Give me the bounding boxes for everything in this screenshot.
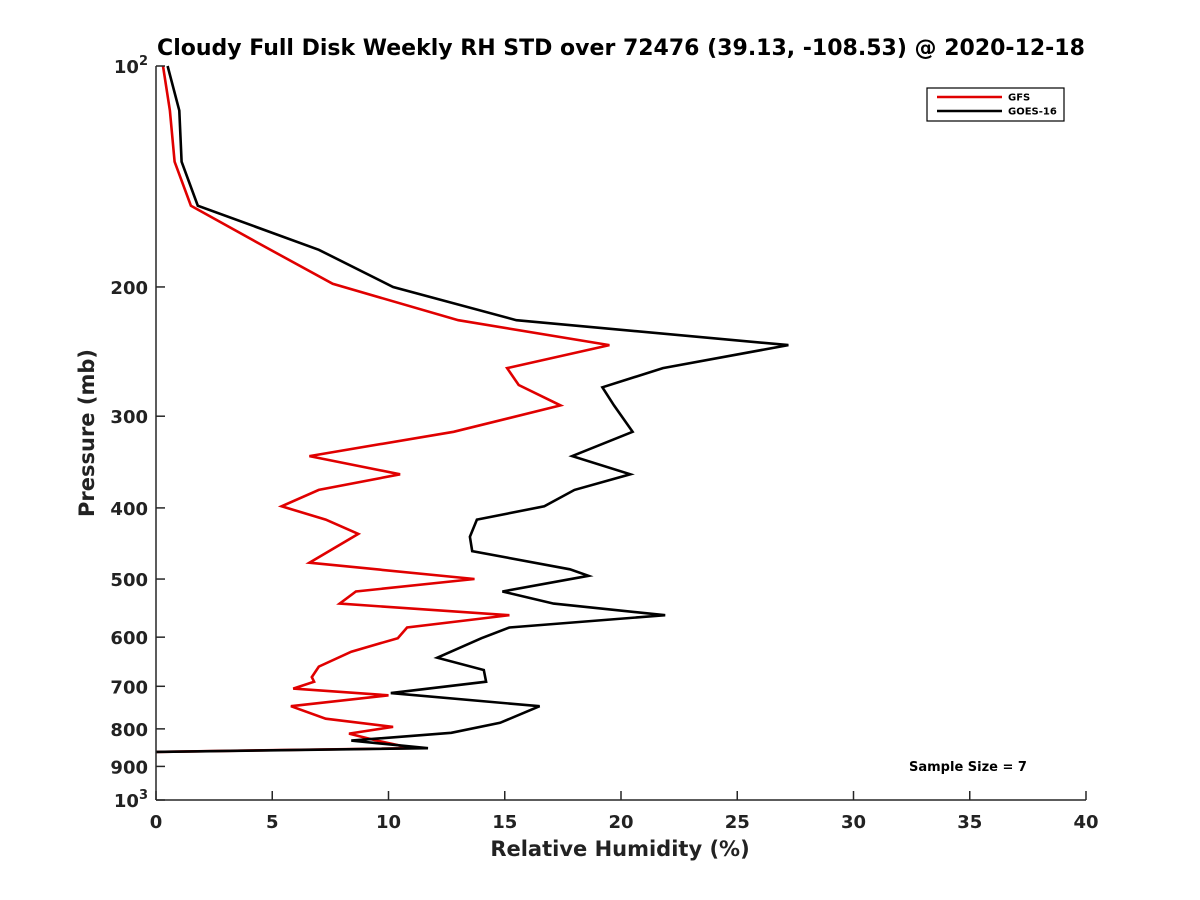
- y-tick-label: 200: [110, 278, 148, 299]
- series-layer: [155, 65, 789, 754]
- y-tick-label: 103: [114, 788, 148, 812]
- y-tick-label: 900: [110, 757, 148, 778]
- x-tick-label: 10: [376, 812, 401, 833]
- y-tick-label: 800: [110, 720, 148, 741]
- x-tick-label: 0: [150, 812, 163, 833]
- x-tick-label: 30: [841, 812, 866, 833]
- x-axis-label: Relative Humidity (%): [490, 837, 749, 861]
- x-tick-label: 15: [492, 812, 517, 833]
- y-tick-label: 300: [110, 407, 148, 428]
- x-tick-label: 20: [608, 812, 633, 833]
- x-tick-label: 40: [1073, 812, 1098, 833]
- x-tick-label: 35: [957, 812, 982, 833]
- axes: 0 5 10 15 20 25 30 35 40 102 200 300 400 500 600 700 800…: [110, 54, 1098, 833]
- sample-size-annotation: Sample Size = 7: [909, 760, 1027, 775]
- y-tick-label: 500: [110, 570, 148, 591]
- series-line-goes-16: [155, 65, 789, 754]
- y-tick-label: 102: [114, 54, 148, 78]
- y-tick-label: 400: [110, 499, 148, 520]
- y-tick-label: 700: [110, 677, 148, 698]
- legend-box: [926, 87, 1065, 122]
- legend-entry-label: GOES-16: [1008, 107, 1057, 118]
- y-axis-label: Pressure (mb): [75, 349, 99, 517]
- y-tick-label: 600: [110, 628, 148, 649]
- series-line-gfs: [155, 65, 610, 754]
- x-tick-label: 5: [266, 812, 279, 833]
- legend-entry-label: GFS: [1008, 93, 1030, 104]
- chart-title: Cloudy Full Disk Weekly RH STD over 7247…: [157, 36, 1085, 61]
- legend: GFS GOES-16: [926, 87, 1065, 122]
- x-tick-label: 25: [725, 812, 750, 833]
